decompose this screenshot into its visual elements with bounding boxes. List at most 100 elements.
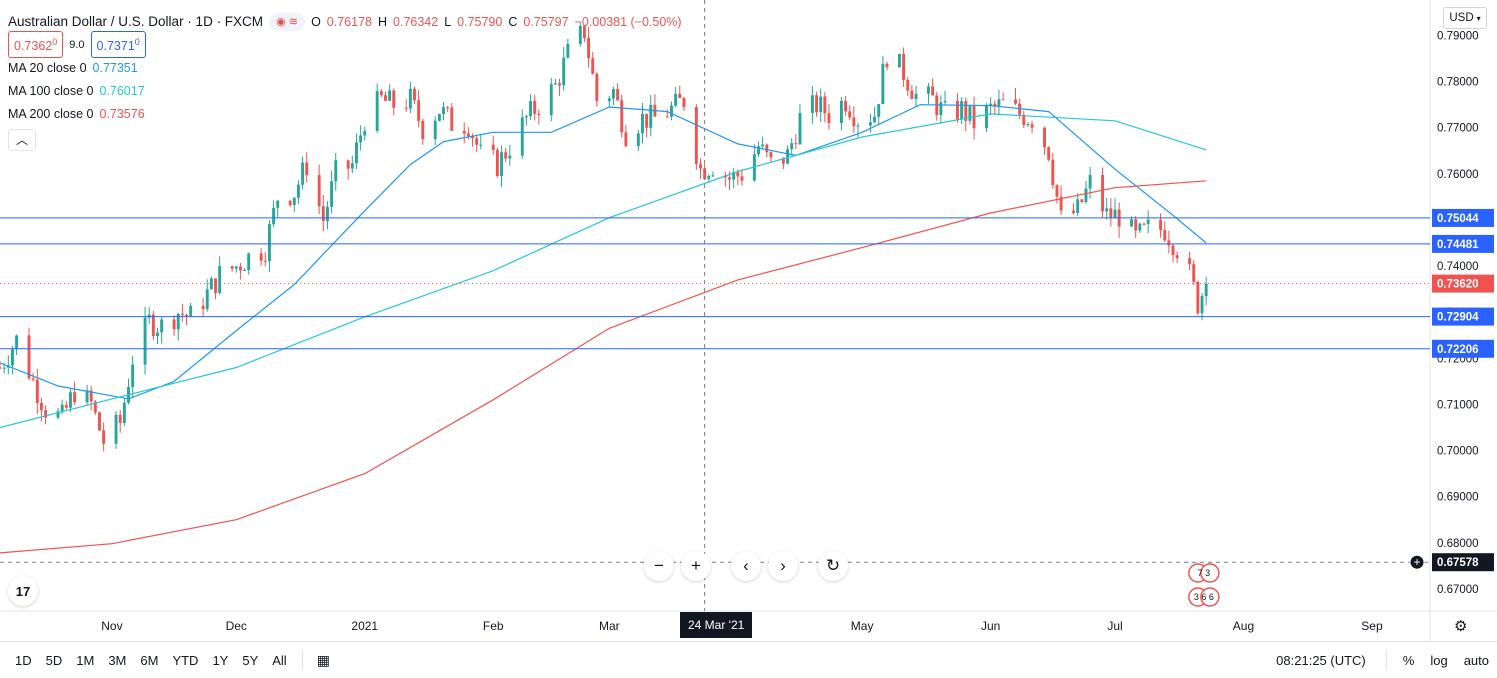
range-ytd[interactable]: YTD bbox=[172, 652, 199, 668]
scroll-right-icon[interactable]: › bbox=[768, 551, 798, 581]
candle-body bbox=[736, 172, 740, 177]
candle-body bbox=[524, 116, 528, 118]
candle-body bbox=[682, 98, 686, 108]
symbol-title[interactable]: Australian Dollar / U.S. Dollar · 1D · F… bbox=[8, 13, 264, 29]
range-5d[interactable]: 5D bbox=[45, 652, 63, 668]
candle-body bbox=[44, 410, 48, 418]
ohlc-open: 0.76178 bbox=[326, 14, 372, 29]
candle-body bbox=[1072, 210, 1075, 214]
candle-body bbox=[873, 116, 877, 123]
candle-body bbox=[73, 392, 77, 403]
range-1y[interactable]: 1Y bbox=[212, 652, 229, 668]
clock-time[interactable]: 08:21:25 (UTC) bbox=[1276, 652, 1366, 668]
candle-body bbox=[1088, 175, 1092, 189]
eye-icon[interactable]: ◉ ≋ bbox=[269, 12, 306, 31]
candle-body bbox=[985, 105, 988, 129]
ma100-label[interactable]: MA 100 close 0 bbox=[8, 83, 94, 98]
candle-body bbox=[678, 93, 682, 99]
candle-body bbox=[413, 88, 416, 101]
candle-body bbox=[1109, 208, 1113, 219]
candle-body bbox=[176, 313, 180, 330]
gear-icon[interactable]: ⚙ bbox=[1454, 618, 1468, 635]
candle-body bbox=[931, 86, 935, 96]
y-tick-label: 0.74000 bbox=[1437, 261, 1479, 273]
percent-toggle[interactable]: % bbox=[1402, 652, 1415, 668]
range-5y[interactable]: 5Y bbox=[242, 652, 259, 668]
bid-price-button[interactable]: 0.73620 bbox=[8, 31, 64, 58]
candle-body bbox=[665, 116, 669, 118]
zoom-out-icon[interactable]: − bbox=[644, 551, 674, 581]
candle-body bbox=[114, 414, 118, 444]
candle-body bbox=[910, 90, 914, 100]
candle-body bbox=[823, 96, 827, 114]
candle-body bbox=[1001, 99, 1005, 101]
crosshair-price-tag bbox=[1432, 553, 1494, 572]
candle-body bbox=[798, 112, 802, 145]
range-3m[interactable]: 3M bbox=[108, 652, 127, 668]
log-toggle[interactable]: log bbox=[1430, 652, 1448, 668]
x-tick-label: Jul bbox=[1107, 619, 1122, 633]
candle-body bbox=[1043, 127, 1046, 148]
candle-body bbox=[201, 305, 205, 310]
range-6m[interactable]: 6M bbox=[140, 652, 159, 668]
ask-price-button[interactable]: 0.73710 bbox=[90, 31, 146, 58]
candle-body bbox=[39, 403, 43, 411]
candle-body bbox=[209, 278, 213, 290]
ma20-label[interactable]: MA 20 close 0 bbox=[8, 60, 87, 75]
range-1d[interactable]: 1D bbox=[15, 652, 32, 668]
bottom-toolbar: 1D 5D 1M 3M 6M YTD 1Y 5Y All ▦ 08:21:25 … bbox=[0, 641, 1497, 678]
candle-body bbox=[375, 91, 379, 131]
calendar-icon[interactable]: ▦ bbox=[316, 651, 330, 668]
candle-body bbox=[781, 157, 785, 164]
candle-body bbox=[35, 379, 39, 404]
reset-icon[interactable]: ↻ bbox=[818, 551, 848, 581]
range-all[interactable]: All bbox=[272, 652, 287, 668]
candle-body bbox=[591, 58, 595, 74]
candle-body bbox=[914, 93, 918, 100]
candle-body bbox=[1196, 281, 1200, 314]
candle-body bbox=[466, 133, 470, 137]
candle-body bbox=[1134, 219, 1138, 231]
candle-body bbox=[1138, 223, 1142, 231]
x-tick-label: Sep bbox=[1361, 619, 1383, 633]
candle-body bbox=[1055, 185, 1059, 197]
candle-body bbox=[885, 63, 889, 68]
candle-body bbox=[868, 122, 872, 126]
candle-body bbox=[462, 130, 466, 134]
candle-body bbox=[699, 164, 702, 169]
candle-body bbox=[218, 266, 222, 294]
x-tick-label: Nov bbox=[101, 619, 122, 633]
candle-body bbox=[728, 177, 731, 180]
candle-body bbox=[160, 319, 164, 333]
candle-body bbox=[839, 101, 843, 124]
current-price-label: 0.73620 bbox=[1437, 279, 1479, 291]
currency-select[interactable]: USD ▾ bbox=[1443, 7, 1487, 29]
candle-body bbox=[325, 206, 329, 222]
chevron-up-icon[interactable]: ︿ bbox=[8, 129, 36, 151]
ohlc-low-label: L bbox=[444, 14, 452, 29]
candle-body bbox=[641, 113, 644, 134]
level-price-tag bbox=[1432, 307, 1494, 326]
candle-body bbox=[143, 317, 147, 365]
level-price-label: 0.74481 bbox=[1437, 239, 1479, 251]
plus-circle-icon[interactable] bbox=[1409, 554, 1425, 570]
ma200-label[interactable]: MA 200 close 0 bbox=[8, 106, 94, 121]
range-1m[interactable]: 1M bbox=[76, 652, 95, 668]
candle-body bbox=[1159, 219, 1163, 230]
candle-body bbox=[89, 390, 93, 402]
candle-body bbox=[1051, 159, 1055, 186]
candle-body bbox=[939, 102, 943, 115]
chart-canvas[interactable]: 0.670000.680000.690000.700000.710000.720… bbox=[0, 0, 1497, 641]
scroll-left-icon[interactable]: ‹ bbox=[731, 551, 761, 581]
auto-toggle[interactable]: auto bbox=[1463, 652, 1489, 668]
tradingview-logo[interactable]: 17 bbox=[8, 576, 38, 606]
zoom-in-icon[interactable]: + bbox=[681, 551, 711, 581]
level-price-label: 0.72206 bbox=[1437, 344, 1479, 356]
chart-legend: Australian Dollar / U.S. Dollar · 1D · F… bbox=[8, 10, 682, 151]
candle-body bbox=[852, 117, 856, 127]
y-tick-label: 0.77000 bbox=[1437, 123, 1479, 135]
ohlc-close-label: C bbox=[508, 14, 518, 29]
candle-body bbox=[649, 104, 653, 128]
candle-body bbox=[765, 144, 769, 153]
ma20-value: 0.77351 bbox=[92, 60, 138, 75]
